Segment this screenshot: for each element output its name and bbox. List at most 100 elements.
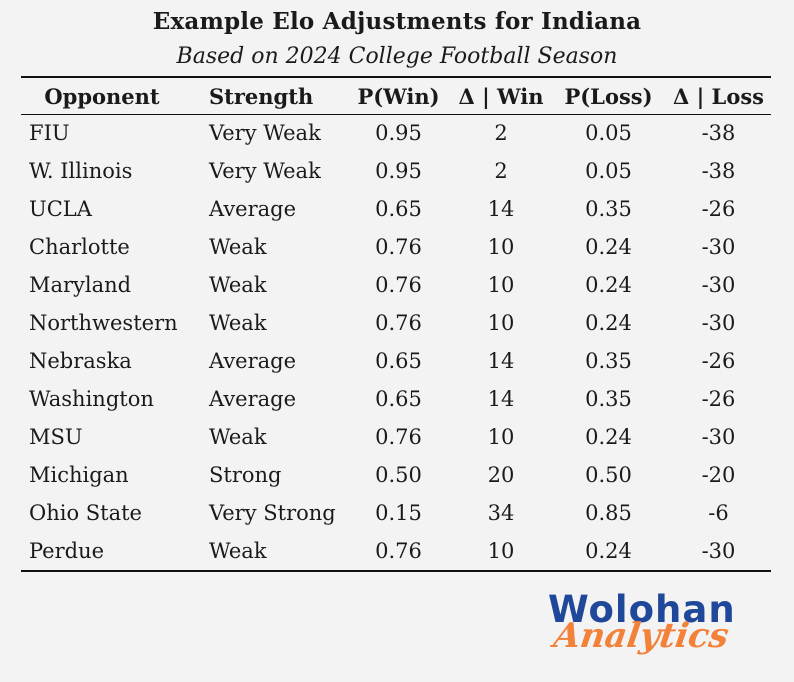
strength-cell: Strong [209, 463, 282, 487]
header-strength: Strength [209, 84, 314, 109]
table-row: Washington Average 0.65 14 0.35 -26 [21, 380, 771, 418]
table-row: Perdue Weak 0.76 10 0.24 -30 [21, 532, 771, 570]
header-delta-loss: Δ | Loss [673, 84, 764, 109]
logo-line-1: Wolohan [548, 588, 736, 631]
header-opponent: Opponent [44, 84, 160, 109]
strength-cell: Weak [209, 273, 267, 297]
p-win-cell: 0.50 [375, 463, 422, 487]
table-row: Michigan Strong 0.50 20 0.50 -20 [21, 456, 771, 494]
opponent-cell: Perdue [29, 539, 105, 563]
p-win-cell: 0.15 [375, 501, 422, 525]
delta-loss-cell: -26 [701, 349, 736, 373]
p-win-cell: 0.76 [375, 539, 422, 563]
delta-win-cell: 14 [487, 387, 515, 411]
delta-win-cell: 34 [487, 501, 515, 525]
delta-loss-cell: -6 [708, 501, 729, 525]
table-body: FIU Very Weak 0.95 2 0.05 -38 W. Illinois Very … [21, 114, 771, 570]
opponent-cell: FIU [29, 121, 70, 145]
p-loss-cell: 0.35 [585, 349, 632, 373]
delta-loss-cell: -30 [701, 425, 736, 449]
header-p-win: P(Win) [357, 84, 440, 109]
delta-win-cell: 2 [494, 159, 508, 183]
p-loss-cell: 0.24 [585, 235, 632, 259]
delta-win-cell: 10 [487, 425, 515, 449]
p-loss-cell: 0.24 [585, 539, 632, 563]
delta-win-cell: 2 [494, 121, 508, 145]
opponent-cell: Nebraska [29, 349, 132, 373]
table-row: Maryland Weak 0.76 10 0.24 -30 [21, 266, 771, 304]
strength-cell: Very Weak [209, 121, 321, 145]
p-win-cell: 0.76 [375, 273, 422, 297]
delta-loss-cell: -30 [701, 311, 736, 335]
table-row: MSU Weak 0.76 10 0.24 -30 [21, 418, 771, 456]
p-win-cell: 0.95 [375, 159, 422, 183]
p-win-cell: 0.65 [375, 197, 422, 221]
p-loss-cell: 0.24 [585, 273, 632, 297]
opponent-cell: Charlotte [29, 235, 130, 259]
p-loss-cell: 0.35 [585, 197, 632, 221]
p-win-cell: 0.65 [375, 349, 422, 373]
delta-win-cell: 20 [487, 463, 515, 487]
delta-win-cell: 14 [487, 197, 515, 221]
header-row: Opponent Strength P(Win) Δ | Win P(Loss)… [21, 79, 771, 114]
strength-cell: Average [209, 197, 297, 221]
strength-cell: Average [209, 387, 297, 411]
top-rule [21, 76, 771, 78]
header-p-loss: P(Loss) [564, 84, 653, 109]
table-row: W. Illinois Very Weak 0.95 2 0.05 -38 [21, 152, 771, 190]
bottom-rule [21, 570, 771, 572]
opponent-cell: UCLA [29, 197, 92, 221]
opponent-cell: MSU [29, 425, 83, 449]
delta-loss-cell: -26 [701, 197, 736, 221]
p-loss-cell: 0.24 [585, 425, 632, 449]
p-loss-cell: 0.05 [585, 159, 632, 183]
wolohan-analytics-logo: Wolohan Analytics [548, 588, 763, 663]
table-row: Ohio State Very Strong 0.15 34 0.85 -6 [21, 494, 771, 532]
p-win-cell: 0.76 [375, 425, 422, 449]
header-delta-win: Δ | Win [458, 84, 544, 109]
delta-win-cell: 14 [487, 349, 515, 373]
opponent-cell: Ohio State [29, 501, 142, 525]
p-loss-cell: 0.85 [585, 501, 632, 525]
strength-cell: Weak [209, 235, 267, 259]
p-loss-cell: 0.50 [585, 463, 632, 487]
delta-win-cell: 10 [487, 273, 515, 297]
logo-line-2: Analytics [551, 616, 732, 656]
delta-loss-cell: -30 [701, 539, 736, 563]
strength-cell: Very Weak [209, 159, 321, 183]
table-row: Charlotte Weak 0.76 10 0.24 -30 [21, 228, 771, 266]
opponent-cell: Michigan [29, 463, 129, 487]
delta-loss-cell: -30 [701, 235, 736, 259]
delta-loss-cell: -26 [701, 387, 736, 411]
delta-win-cell: 10 [487, 539, 515, 563]
p-win-cell: 0.76 [375, 311, 422, 335]
elo-table: Opponent Strength P(Win) Δ | Win P(Loss)… [21, 79, 771, 570]
p-loss-cell: 0.05 [585, 121, 632, 145]
strength-cell: Very Strong [209, 501, 336, 525]
table-row: FIU Very Weak 0.95 2 0.05 -38 [21, 114, 771, 152]
p-win-cell: 0.95 [375, 121, 422, 145]
opponent-cell: Washington [29, 387, 154, 411]
strength-cell: Average [209, 349, 297, 373]
opponent-cell: Northwestern [29, 311, 178, 335]
strength-cell: Weak [209, 425, 267, 449]
table-subtitle: Based on 2024 College Football Season [176, 44, 618, 69]
delta-loss-cell: -38 [701, 159, 736, 183]
p-win-cell: 0.65 [375, 387, 422, 411]
table-row: Nebraska Average 0.65 14 0.35 -26 [21, 342, 771, 380]
table-row: UCLA Average 0.65 14 0.35 -26 [21, 190, 771, 228]
opponent-cell: W. Illinois [29, 159, 133, 183]
strength-cell: Weak [209, 539, 267, 563]
delta-loss-cell: -20 [701, 463, 736, 487]
header-rule [21, 114, 771, 115]
delta-loss-cell: -38 [701, 121, 736, 145]
delta-loss-cell: -30 [701, 273, 736, 297]
p-loss-cell: 0.24 [585, 311, 632, 335]
strength-cell: Weak [209, 311, 267, 335]
delta-win-cell: 10 [487, 235, 515, 259]
opponent-cell: Maryland [29, 273, 132, 297]
table-title: Example Elo Adjustments for Indiana [152, 8, 642, 35]
p-win-cell: 0.76 [375, 235, 422, 259]
table-row: Northwestern Weak 0.76 10 0.24 -30 [21, 304, 771, 342]
delta-win-cell: 10 [487, 311, 515, 335]
